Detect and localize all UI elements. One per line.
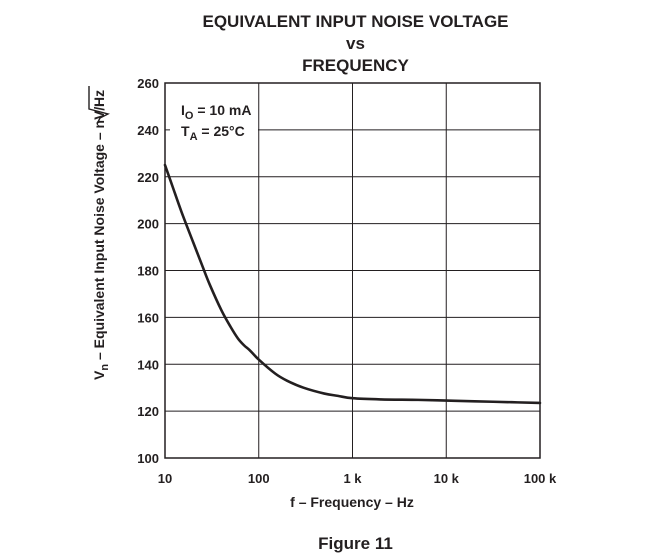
x-tick-label: 100 k [524, 471, 557, 486]
x-tick-label: 100 [248, 471, 270, 486]
y-tick-label: 260 [137, 76, 159, 91]
chart-title-line-3: FREQUENCY [302, 56, 409, 75]
annotation-background [170, 95, 258, 145]
x-tick-labels: 10 100 1 k 10 k 100 k [158, 471, 557, 486]
y-tick-label: 180 [137, 264, 159, 279]
x-axis-label: f – Frequency – Hz [290, 494, 414, 510]
x-tick-label: 10 [158, 471, 172, 486]
sqrt-symbol [88, 86, 110, 123]
y-axis-label-text: Vn – Equivalent Input Noise Voltage – nV… [91, 107, 111, 380]
plot-frame [164, 82, 541, 459]
chart-title-line-1: EQUIVALENT INPUT NOISE VOLTAGE [202, 12, 509, 31]
y-axis-label: Vn – Equivalent Input Noise Voltage – nV… [88, 86, 111, 380]
annotation-current: IO = 10 mA [181, 102, 251, 122]
y-tick-label: 200 [137, 217, 159, 232]
figure-label: Figure 11 [318, 534, 393, 553]
y-tick-label: 160 [137, 310, 159, 325]
y-tick-label: 120 [137, 404, 159, 419]
y-axis-label-radicand: Hz [91, 90, 107, 107]
x-tick-label: 1 k [343, 471, 362, 486]
x-tick-label: 10 k [434, 471, 460, 486]
y-tick-label: 220 [137, 170, 159, 185]
annotation-temperature: TA = 25°C [181, 123, 245, 143]
chart-title-line-2: vs [346, 34, 365, 53]
y-tick-labels: 100 120 140 160 180 200 220 240 260 [137, 76, 159, 466]
y-tick-label: 100 [137, 451, 159, 466]
y-tick-label: 140 [137, 357, 159, 372]
y-tick-label: 240 [137, 123, 159, 138]
noise-curve [163, 163, 542, 405]
